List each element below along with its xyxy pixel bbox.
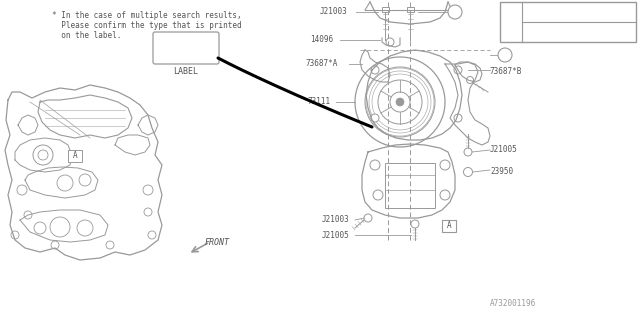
Text: J21003: J21003 xyxy=(322,215,349,225)
Text: 1: 1 xyxy=(509,18,513,27)
Text: LABEL: LABEL xyxy=(173,67,198,76)
Circle shape xyxy=(396,98,404,106)
Circle shape xyxy=(454,66,462,74)
Bar xyxy=(385,163,435,208)
Text: J20618 '1908-: J20618 '1908- xyxy=(526,28,591,36)
Text: 73111: 73111 xyxy=(308,98,331,107)
Circle shape xyxy=(370,160,380,170)
Circle shape xyxy=(371,114,379,122)
FancyBboxPatch shape xyxy=(153,32,219,64)
Text: * In the case of multiple search results,: * In the case of multiple search results… xyxy=(52,11,242,20)
Text: 23950: 23950 xyxy=(490,167,513,177)
Bar xyxy=(68,150,82,162)
Circle shape xyxy=(386,38,394,46)
Circle shape xyxy=(364,214,372,222)
Circle shape xyxy=(371,66,379,74)
Circle shape xyxy=(498,48,512,62)
Text: J21005: J21005 xyxy=(490,146,518,155)
Circle shape xyxy=(355,57,445,147)
Circle shape xyxy=(448,5,462,19)
Text: 1: 1 xyxy=(452,7,458,17)
Bar xyxy=(500,2,636,42)
Circle shape xyxy=(463,167,472,177)
Text: 1: 1 xyxy=(502,51,508,60)
Text: 14096: 14096 xyxy=(310,36,333,44)
Text: J21005: J21005 xyxy=(322,230,349,239)
Text: TSE14F: TSE14F xyxy=(160,40,188,49)
Bar xyxy=(381,7,388,12)
Circle shape xyxy=(440,190,450,200)
Text: A: A xyxy=(73,151,77,161)
Text: A732001196: A732001196 xyxy=(490,299,536,308)
Bar xyxy=(406,7,413,12)
Text: A: A xyxy=(447,221,451,230)
Text: on the label.: on the label. xyxy=(52,30,122,39)
Circle shape xyxy=(503,14,519,30)
Text: J21003: J21003 xyxy=(320,7,348,17)
Text: Please confirm the type that is printed: Please confirm the type that is printed xyxy=(52,20,242,29)
Circle shape xyxy=(464,148,472,156)
Circle shape xyxy=(373,190,383,200)
Text: 0104S   -'1907: 0104S -'1907 xyxy=(526,5,596,14)
Text: 73687*B: 73687*B xyxy=(490,68,522,76)
Circle shape xyxy=(440,160,450,170)
Circle shape xyxy=(411,220,419,228)
Text: 73687*A: 73687*A xyxy=(305,60,337,68)
Text: FRONT: FRONT xyxy=(205,238,230,247)
Circle shape xyxy=(467,76,474,84)
Circle shape xyxy=(454,114,462,122)
Bar xyxy=(442,220,456,232)
